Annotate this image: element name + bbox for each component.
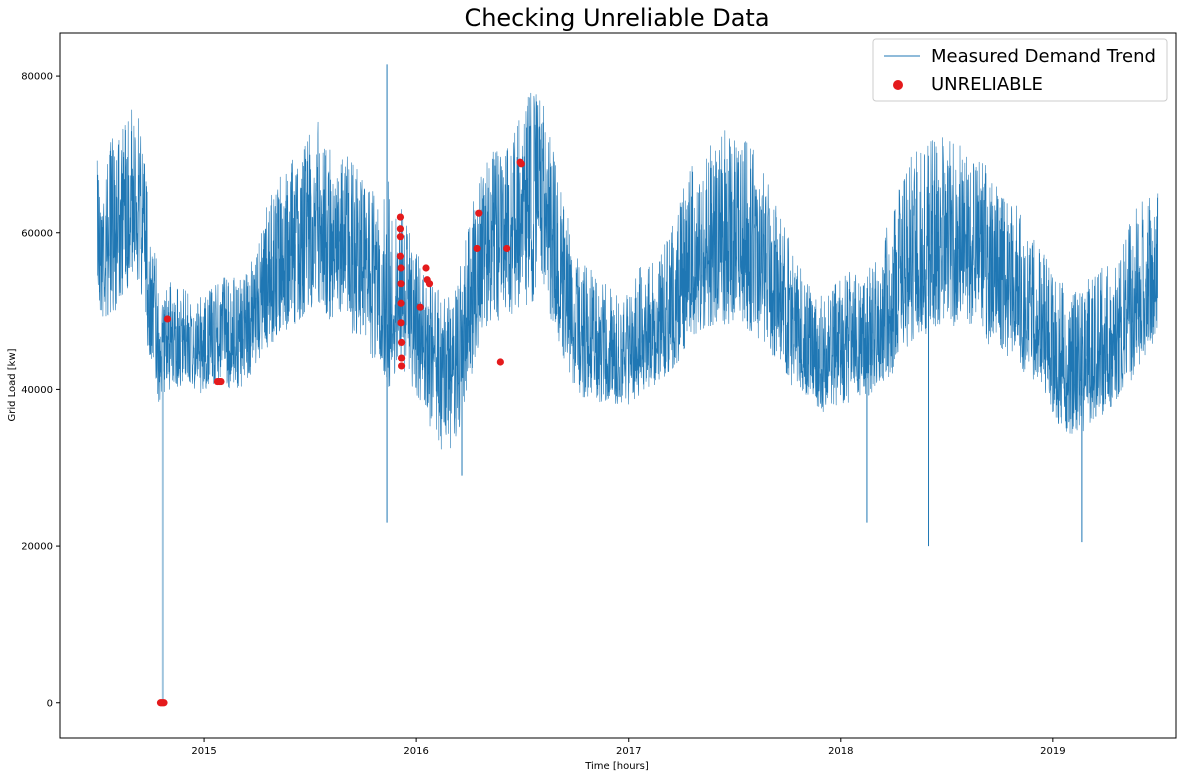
y-tick-label-80000: 80000 — [21, 72, 53, 83]
chart-title: Checking Unreliable Data — [464, 4, 769, 32]
x-tick-label-2015: 2015 — [191, 746, 216, 757]
unreliable-point-19 — [416, 303, 424, 311]
y-tick-label-40000: 40000 — [21, 385, 53, 396]
measured-demand-line — [96, 92, 1159, 450]
x-axis: 2015 2016 2017 2018 2019 — [191, 738, 1066, 757]
unreliable-point-14 — [397, 299, 405, 307]
unreliable-point-13 — [397, 280, 405, 288]
unreliable-point-22 — [425, 280, 434, 288]
legend-dot-swatch — [893, 80, 903, 90]
unreliable-point-28 — [517, 160, 525, 168]
legend-label-unreliable: UNRELIABLE — [931, 74, 1043, 95]
y-tick-label-60000: 60000 — [21, 228, 53, 239]
unreliable-point-15 — [397, 319, 405, 327]
unreliable-point-17 — [397, 354, 406, 362]
x-tick-label-2018: 2018 — [828, 746, 853, 757]
x-tick-label-2019: 2019 — [1040, 746, 1065, 757]
x-tick-label-2016: 2016 — [403, 746, 428, 757]
unreliable-point-26 — [503, 244, 511, 253]
plot-frame — [59, 32, 1177, 739]
unreliable-point-24 — [475, 209, 483, 217]
unreliable-point-10 — [396, 233, 405, 241]
legend: Measured Demand Trend UNRELIABLE — [872, 38, 1168, 102]
unreliable-point-11 — [396, 252, 405, 260]
legend-label-measured: Measured Demand Trend — [931, 46, 1156, 67]
unreliable-point-20 — [422, 264, 430, 272]
unreliable-point-3 — [160, 699, 168, 707]
unreliable-point-16 — [397, 338, 406, 347]
x-tick-label-2017: 2017 — [616, 746, 641, 757]
y-axis: 0 20000 40000 60000 80000 — [21, 72, 60, 709]
unreliable-point-9 — [396, 225, 405, 233]
legend-box — [872, 38, 1168, 102]
unreliable-point-7 — [217, 377, 225, 386]
y-axis-label: Grid Load [kw] — [7, 348, 18, 421]
unreliable-point-12 — [397, 264, 405, 272]
unreliable-point-18 — [397, 362, 406, 370]
y-tick-label-0: 0 — [47, 698, 53, 709]
unreliable-point-8 — [396, 213, 405, 221]
unreliable-point-4 — [163, 315, 172, 323]
y-tick-label-20000: 20000 — [21, 542, 53, 553]
plot-area — [96, 64, 1159, 707]
x-axis-label: Time [hours] — [584, 761, 649, 772]
unreliable-point-25 — [496, 358, 504, 366]
unreliable-point-23 — [473, 244, 481, 253]
